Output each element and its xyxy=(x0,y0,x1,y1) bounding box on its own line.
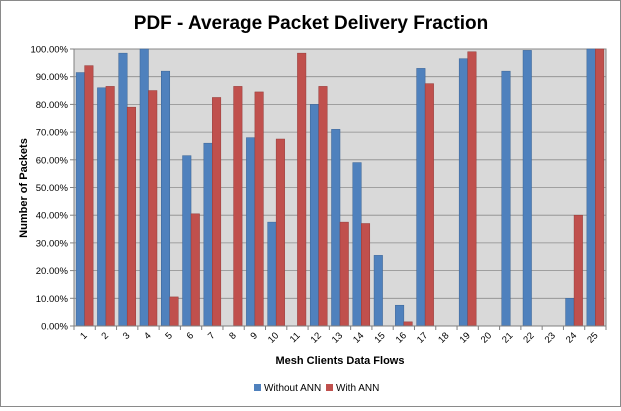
legend-label-with-ann: With ANN xyxy=(336,383,379,394)
x-tick-label: 5 xyxy=(163,330,175,342)
y-tick-label: 30.00% xyxy=(36,238,69,249)
y-tick-label: 60.00% xyxy=(36,155,69,166)
y-tick-label: 90.00% xyxy=(36,72,69,83)
x-tick-label: 3 xyxy=(121,330,133,342)
bar-with-ann-1 xyxy=(84,65,94,327)
x-tick-label: 9 xyxy=(248,330,260,342)
x-tick-label: 7 xyxy=(206,330,218,342)
bar-with-ann-19 xyxy=(467,51,477,327)
bar-without-ann-9 xyxy=(246,137,256,327)
x-tick-label: 8 xyxy=(227,330,239,342)
bar-with-ann-6 xyxy=(190,213,200,327)
y-tick-label: 70.00% xyxy=(36,128,69,139)
bar-with-ann-16 xyxy=(403,321,413,327)
bar-with-ann-10 xyxy=(275,138,285,327)
x-tick-label: 18 xyxy=(436,330,451,345)
legend: Without ANN With ANN xyxy=(254,383,379,394)
legend-label-without-ann: Without ANN xyxy=(264,383,321,394)
bar-without-ann-2 xyxy=(97,87,107,327)
bar-without-ann-7 xyxy=(203,142,213,327)
x-tick-label: 14 xyxy=(351,330,366,345)
x-axis-ticks: 1 2 3 4 5 6 7 8 9 10 11 12 13 14 15 16 17 18 19 20 21 22 23 24 2… xyxy=(73,326,607,346)
y-tick-label: 0.00% xyxy=(41,322,68,333)
x-tick-label: 16 xyxy=(394,330,409,345)
bar-with-ann-9 xyxy=(254,91,264,327)
bar-with-ann-14 xyxy=(361,223,371,327)
x-tick-label: 15 xyxy=(372,330,387,345)
bars xyxy=(75,48,605,327)
legend-swatch-without-ann xyxy=(254,384,261,391)
bar-without-ann-10 xyxy=(267,221,277,327)
bar-with-ann-7 xyxy=(212,97,222,327)
bar-without-ann-12 xyxy=(309,104,319,327)
bar-with-ann-8 xyxy=(233,86,243,327)
x-tick-label: 2 xyxy=(100,330,112,342)
bar-with-ann-3 xyxy=(126,106,136,327)
bar-without-ann-3 xyxy=(118,52,128,327)
bar-without-ann-22 xyxy=(522,50,532,327)
bar-without-ann-6 xyxy=(182,155,192,327)
y-tick-label: 10.00% xyxy=(36,294,69,305)
y-tick-label: 50.00% xyxy=(36,183,69,194)
x-tick-label: 22 xyxy=(521,330,536,345)
x-tick-label: 11 xyxy=(288,330,303,345)
bar-without-ann-13 xyxy=(331,129,341,327)
bar-without-ann-16 xyxy=(395,304,405,327)
chart-title: PDF - Average Packet Delivery Fraction xyxy=(134,13,488,34)
y-tick-label: 80.00% xyxy=(36,100,69,111)
bar-without-ann-5 xyxy=(161,70,171,327)
x-tick-label: 21 xyxy=(500,330,515,345)
bar-with-ann-5 xyxy=(169,296,179,327)
legend-swatch-with-ann xyxy=(326,384,333,391)
x-tick-label: 24 xyxy=(564,330,579,345)
y-tick-label: 20.00% xyxy=(36,266,69,277)
x-tick-label: 12 xyxy=(309,330,324,345)
x-tick-label: 23 xyxy=(543,330,558,345)
y-tick-label: 40.00% xyxy=(36,211,69,222)
bar-with-ann-2 xyxy=(105,86,115,327)
x-tick-label: 13 xyxy=(330,330,345,345)
x-tick-label: 6 xyxy=(185,330,197,342)
y-axis-ticks: 0.00% 10.00% 20.00% 30.00% 40.00% 50.00% 60.00… xyxy=(30,45,74,333)
bar-without-ann-17 xyxy=(416,68,426,327)
bar-with-ann-4 xyxy=(148,90,158,327)
x-tick-label: 19 xyxy=(458,330,473,345)
x-tick-label: 10 xyxy=(266,330,281,345)
bar-with-ann-25 xyxy=(595,48,605,327)
bar-with-ann-11 xyxy=(297,52,307,327)
bar-without-ann-19 xyxy=(458,58,468,327)
y-axis-title: Number of Packets xyxy=(18,138,30,238)
bar-without-ann-14 xyxy=(352,162,362,327)
bar-with-ann-12 xyxy=(318,86,328,327)
bar-without-ann-15 xyxy=(373,255,383,327)
bar-without-ann-21 xyxy=(501,70,511,327)
y-tick-label: 100.00% xyxy=(30,45,68,56)
x-tick-label: 1 xyxy=(78,330,90,342)
x-tick-label: 25 xyxy=(585,330,600,345)
x-tick-label: 20 xyxy=(479,330,494,345)
bar-with-ann-17 xyxy=(424,83,434,327)
x-tick-label: 4 xyxy=(142,330,154,342)
bar-without-ann-4 xyxy=(139,48,149,327)
bar-without-ann-25 xyxy=(586,48,596,327)
x-tick-label: 17 xyxy=(415,330,430,345)
bar-without-ann-1 xyxy=(75,72,85,327)
bar-with-ann-24 xyxy=(573,214,583,327)
x-axis-title: Mesh Clients Data Flows xyxy=(276,355,405,367)
bar-with-ann-13 xyxy=(339,221,349,327)
bar-without-ann-24 xyxy=(565,298,575,327)
